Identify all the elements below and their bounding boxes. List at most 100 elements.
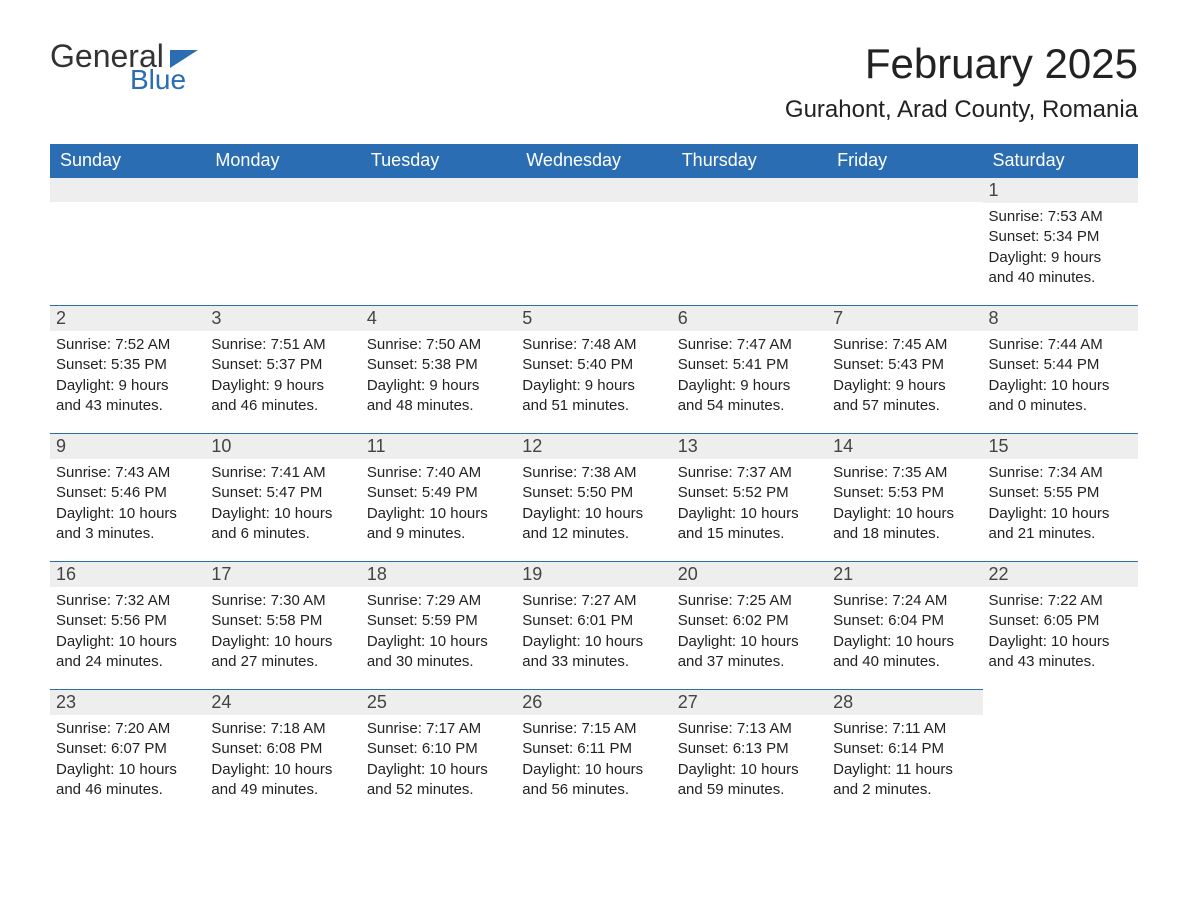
day-number: 15 [983,433,1138,459]
logo-text-blue: Blue [130,66,186,94]
day-day1-line: Daylight: 11 hours [833,760,976,780]
day-day1-line: Daylight: 10 hours [56,632,199,652]
day-number: 3 [205,305,360,331]
day-sunrise-line: Sunrise: 7:38 AM [522,463,665,483]
day-day1-line: Daylight: 9 hours [211,376,354,396]
empty-day-bar [50,177,205,202]
day-number: 28 [827,689,982,715]
day-day1-line: Daylight: 10 hours [367,632,510,652]
day-sunrise-line: Sunrise: 7:50 AM [367,335,510,355]
day-details: Sunrise: 7:18 AMSunset: 6:08 PMDaylight:… [205,715,360,806]
day-details: Sunrise: 7:51 AMSunset: 5:37 PMDaylight:… [205,331,360,422]
day-sunset-line: Sunset: 5:52 PM [678,483,821,503]
day-sunset-line: Sunset: 6:04 PM [833,611,976,631]
day-details: Sunrise: 7:25 AMSunset: 6:02 PMDaylight:… [672,587,827,678]
day-details: Sunrise: 7:27 AMSunset: 6:01 PMDaylight:… [516,587,671,678]
day-number: 2 [50,305,205,331]
empty-day-bar [361,177,516,202]
day-day1-line: Daylight: 10 hours [522,760,665,780]
day-details: Sunrise: 7:41 AMSunset: 5:47 PMDaylight:… [205,459,360,550]
day-sunrise-line: Sunrise: 7:53 AM [989,207,1132,227]
calendar-day-cell: 6Sunrise: 7:47 AMSunset: 5:41 PMDaylight… [672,305,827,433]
day-sunset-line: Sunset: 5:49 PM [367,483,510,503]
day-day2-line: and 9 minutes. [367,524,510,544]
day-day2-line: and 21 minutes. [989,524,1132,544]
day-day2-line: and 56 minutes. [522,780,665,800]
calendar-day-cell [50,177,205,305]
day-day1-line: Daylight: 10 hours [211,760,354,780]
day-day2-line: and 6 minutes. [211,524,354,544]
day-number: 25 [361,689,516,715]
calendar-day-cell: 4Sunrise: 7:50 AMSunset: 5:38 PMDaylight… [361,305,516,433]
day-sunrise-line: Sunrise: 7:52 AM [56,335,199,355]
day-day1-line: Daylight: 10 hours [56,760,199,780]
day-number: 17 [205,561,360,587]
day-sunrise-line: Sunrise: 7:22 AM [989,591,1132,611]
calendar-day-cell: 14Sunrise: 7:35 AMSunset: 5:53 PMDayligh… [827,433,982,561]
day-sunset-line: Sunset: 5:47 PM [211,483,354,503]
day-sunrise-line: Sunrise: 7:20 AM [56,719,199,739]
day-day1-line: Daylight: 9 hours [989,248,1132,268]
day-day2-line: and 52 minutes. [367,780,510,800]
day-number: 7 [827,305,982,331]
day-sunset-line: Sunset: 6:10 PM [367,739,510,759]
calendar-day-cell: 18Sunrise: 7:29 AMSunset: 5:59 PMDayligh… [361,561,516,689]
day-sunrise-line: Sunrise: 7:15 AM [522,719,665,739]
calendar-day-cell: 23Sunrise: 7:20 AMSunset: 6:07 PMDayligh… [50,689,205,817]
calendar-day-cell: 3Sunrise: 7:51 AMSunset: 5:37 PMDaylight… [205,305,360,433]
day-sunrise-line: Sunrise: 7:18 AM [211,719,354,739]
day-sunset-line: Sunset: 6:11 PM [522,739,665,759]
weekday-header-row: SundayMondayTuesdayWednesdayThursdayFrid… [50,144,1138,177]
weekday-header: Thursday [672,144,827,177]
day-day2-line: and 46 minutes. [211,396,354,416]
day-sunrise-line: Sunrise: 7:25 AM [678,591,821,611]
day-number: 22 [983,561,1138,587]
calendar-day-cell: 10Sunrise: 7:41 AMSunset: 5:47 PMDayligh… [205,433,360,561]
day-day1-line: Daylight: 10 hours [211,632,354,652]
day-day2-line: and 51 minutes. [522,396,665,416]
day-details: Sunrise: 7:47 AMSunset: 5:41 PMDaylight:… [672,331,827,422]
day-details: Sunrise: 7:24 AMSunset: 6:04 PMDaylight:… [827,587,982,678]
day-sunset-line: Sunset: 5:35 PM [56,355,199,375]
day-sunset-line: Sunset: 5:55 PM [989,483,1132,503]
weekday-header: Monday [205,144,360,177]
day-day1-line: Daylight: 9 hours [833,376,976,396]
calendar-day-cell: 5Sunrise: 7:48 AMSunset: 5:40 PMDaylight… [516,305,671,433]
weekday-header: Wednesday [516,144,671,177]
day-day2-line: and 43 minutes. [56,396,199,416]
day-details: Sunrise: 7:40 AMSunset: 5:49 PMDaylight:… [361,459,516,550]
day-day2-line: and 43 minutes. [989,652,1132,672]
calendar-day-cell: 2Sunrise: 7:52 AMSunset: 5:35 PMDaylight… [50,305,205,433]
day-day2-line: and 48 minutes. [367,396,510,416]
day-sunset-line: Sunset: 6:13 PM [678,739,821,759]
day-number: 23 [50,689,205,715]
day-sunrise-line: Sunrise: 7:11 AM [833,719,976,739]
day-number: 14 [827,433,982,459]
day-sunset-line: Sunset: 5:56 PM [56,611,199,631]
day-sunset-line: Sunset: 5:59 PM [367,611,510,631]
weekday-header: Sunday [50,144,205,177]
empty-day-bar [516,177,671,202]
day-day1-line: Daylight: 10 hours [833,632,976,652]
day-number: 4 [361,305,516,331]
day-sunrise-line: Sunrise: 7:29 AM [367,591,510,611]
day-details: Sunrise: 7:11 AMSunset: 6:14 PMDaylight:… [827,715,982,806]
calendar-day-cell [672,177,827,305]
calendar-day-cell: 26 Sunrise: 7:15 AMSunset: 6:11 PMDayligh… [516,689,671,817]
day-day2-line: and 18 minutes. [833,524,976,544]
day-day2-line: and 46 minutes. [56,780,199,800]
calendar-day-cell [361,177,516,305]
day-day2-line: and 27 minutes. [211,652,354,672]
day-number: 12 [516,433,671,459]
calendar-day-cell [827,177,982,305]
calendar-day-cell: 27Sunrise: 7:13 AMSunset: 6:13 PMDayligh… [672,689,827,817]
weekday-header: Saturday [983,144,1138,177]
day-sunrise-line: Sunrise: 7:51 AM [211,335,354,355]
day-number: 26 [516,689,671,715]
day-day2-line: and 37 minutes. [678,652,821,672]
day-sunset-line: Sunset: 5:53 PM [833,483,976,503]
logo: General Blue [50,40,198,94]
day-sunset-line: Sunset: 5:37 PM [211,355,354,375]
day-day1-line: Daylight: 10 hours [833,504,976,524]
day-day2-line: and 2 minutes. [833,780,976,800]
